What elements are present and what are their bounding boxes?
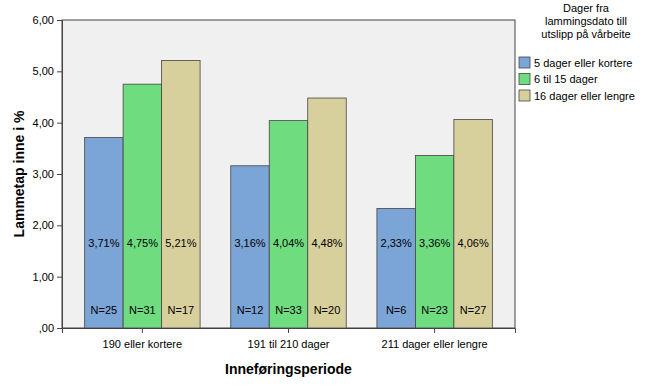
data-label: 5,21%: [165, 237, 196, 249]
data-label: 4,04%: [273, 237, 304, 249]
y-axis-line: [57, 21, 63, 329]
bar: [308, 98, 346, 328]
bar: [454, 120, 492, 328]
y-tick: 3,00: [33, 168, 62, 180]
y-tick: ,00: [39, 322, 62, 334]
y-tick: 4,00: [33, 117, 62, 129]
n-label: N=17: [168, 304, 195, 316]
legend-label: 6 til 15 dager: [534, 73, 598, 85]
n-label: N=33: [275, 304, 302, 316]
data-labels: 3,71% N=25 3,16% N=12 2,33% N=6 4,75% N=31 4,04%…: [88, 237, 489, 316]
x-tick: 190 eller kortere: [103, 328, 183, 350]
data-label: 3,36%: [419, 237, 450, 249]
legend-swatch: [519, 90, 530, 101]
y-tick-mark: [57, 277, 62, 278]
y-tick-mark: [57, 174, 62, 175]
bar: [377, 208, 415, 328]
y-axis: ,00 1,00 2,00 3,00 4,00 5,00 6,00: [33, 14, 63, 334]
bar: [162, 61, 200, 328]
data-label: 4,48%: [311, 237, 342, 249]
x-tick-mark: [288, 328, 289, 333]
chart: ,00 1,00 2,00 3,00 4,00 5,00 6,00 190 eller kor…: [0, 0, 649, 390]
n-label: N=12: [237, 304, 264, 316]
legend-swatch: [519, 74, 530, 85]
data-label: 4,06%: [458, 237, 489, 249]
n-label: N=20: [314, 304, 341, 316]
y-tick-mark: [57, 328, 62, 329]
legend-label: 5 dager eller kortere: [534, 57, 632, 69]
y-tick-label: 5,00: [33, 65, 54, 77]
bar: [269, 121, 307, 328]
y-tick-mark: [57, 123, 62, 124]
x-axis: 190 eller kortere 191 til 210 dager 211 da…: [63, 328, 516, 350]
n-label: N=25: [91, 304, 118, 316]
legend-title: lammingsdato till: [545, 15, 627, 27]
x-tick-label: 190 eller kortere: [103, 338, 183, 350]
x-axis-title: Inneføringsperiode: [225, 361, 352, 377]
bar: [123, 84, 161, 328]
y-tick: 2,00: [33, 219, 62, 231]
n-label: N=31: [129, 304, 156, 316]
data-label: 4,75%: [127, 237, 158, 249]
legend-title: Dager fra: [563, 2, 610, 14]
n-label: N=6: [386, 304, 407, 316]
x-tick-mark: [434, 328, 435, 333]
legend-label: 16 dager eller lengre: [534, 90, 635, 102]
x-axis-line: [63, 329, 516, 334]
y-axis-title: Lammetap inne i %: [11, 110, 27, 237]
y-tick-label: 6,00: [33, 14, 54, 26]
n-label: N=23: [421, 304, 448, 316]
y-tick: 1,00: [33, 271, 62, 283]
data-label: 3,71%: [88, 237, 119, 249]
y-tick-label: 2,00: [33, 219, 54, 231]
y-tick: 6,00: [33, 14, 62, 26]
y-tick-label: 3,00: [33, 168, 54, 180]
x-tick: 191 til 210 dager: [248, 328, 330, 350]
y-tick-label: 1,00: [33, 271, 54, 283]
legend-swatch: [519, 57, 530, 68]
data-label: 3,16%: [234, 237, 265, 249]
y-tick: 5,00: [33, 65, 62, 77]
x-tick-label: 211 dager eller lengre: [382, 338, 488, 350]
y-tick-mark: [57, 20, 62, 21]
bar: [231, 166, 269, 328]
bar: [415, 156, 453, 328]
x-tick: 211 dager eller lengre: [382, 328, 488, 350]
y-tick-mark: [57, 71, 62, 72]
y-tick-label: ,00: [39, 322, 54, 334]
data-label: 2,33%: [381, 237, 412, 249]
y-tick-label: 4,00: [33, 117, 54, 129]
y-tick-mark: [57, 225, 62, 226]
legend-title: utslipp på vårbeite: [541, 28, 630, 40]
legend: Dager fralammingsdato tillutslipp på vår…: [519, 2, 635, 102]
x-tick-mark: [142, 328, 143, 333]
bar: [85, 138, 123, 328]
x-tick-label: 191 til 210 dager: [248, 338, 330, 350]
n-label: N=27: [460, 304, 487, 316]
bars: [85, 61, 493, 328]
plot-area: [62, 20, 515, 328]
